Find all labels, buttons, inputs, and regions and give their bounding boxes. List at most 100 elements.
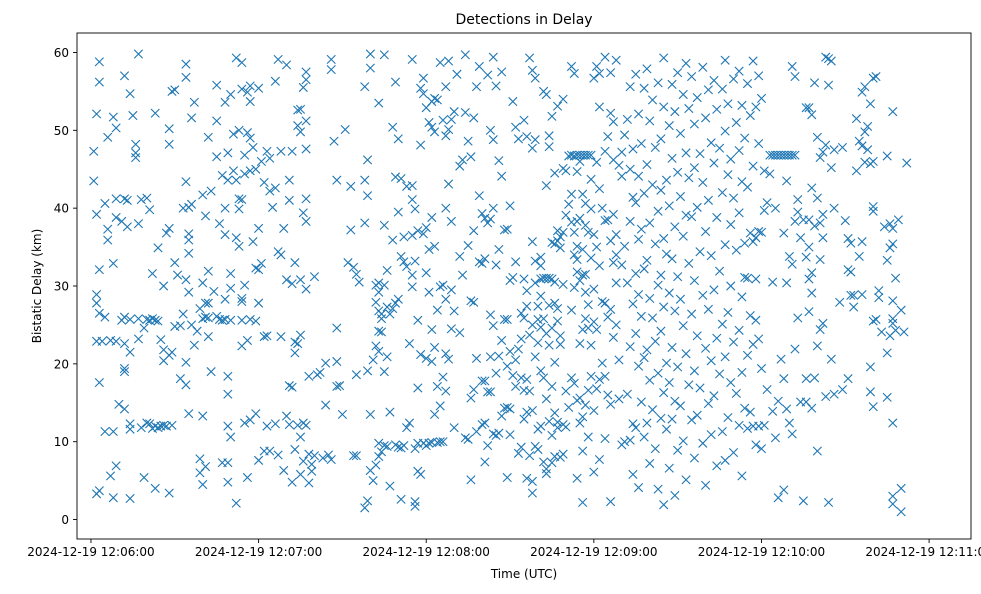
data-point — [181, 177, 191, 187]
data-point — [295, 127, 306, 137]
data-point — [295, 469, 306, 479]
data-point — [178, 309, 188, 319]
data-point — [499, 225, 510, 235]
data-point — [530, 135, 540, 145]
data-point — [742, 273, 753, 283]
data-point — [321, 358, 331, 368]
data-point — [452, 69, 462, 79]
data-point — [600, 371, 610, 381]
data-point — [435, 282, 445, 292]
data-point — [770, 433, 781, 443]
data-point — [603, 131, 613, 142]
data-point — [550, 357, 560, 367]
data-point — [304, 478, 314, 488]
data-point — [522, 407, 532, 417]
data-point — [801, 374, 811, 384]
data-point — [524, 53, 535, 63]
data-point — [837, 142, 848, 153]
data-point — [485, 387, 496, 397]
data-point — [287, 477, 297, 487]
data-point — [142, 193, 152, 203]
data-point — [600, 52, 610, 62]
data-point — [670, 107, 680, 117]
x-axis: 2024-12-19 12:06:00 2024-12-19 12:07:00 20… — [27, 539, 981, 559]
data-point — [625, 435, 635, 445]
data-point — [497, 335, 507, 346]
data-point — [689, 275, 700, 286]
data-point — [636, 311, 646, 321]
data-point — [284, 175, 294, 185]
data-point — [723, 412, 733, 423]
data-point — [709, 75, 719, 86]
data-point — [667, 414, 677, 424]
data-point — [410, 444, 420, 454]
data-point — [270, 183, 280, 193]
data-point — [376, 309, 387, 319]
data-point — [393, 134, 403, 144]
data-point — [578, 244, 588, 255]
data-point — [483, 70, 493, 80]
data-point — [667, 153, 677, 163]
data-point — [773, 493, 783, 503]
data-point — [659, 388, 669, 398]
data-point — [580, 400, 591, 410]
data-point — [552, 236, 563, 246]
data-point — [611, 320, 621, 330]
data-point — [698, 290, 708, 300]
data-point — [843, 374, 853, 384]
data-point — [664, 288, 674, 298]
data-point — [888, 107, 898, 117]
data-point — [896, 305, 906, 315]
data-point — [703, 85, 713, 95]
data-point — [304, 371, 314, 381]
data-point — [365, 409, 375, 420]
data-point — [633, 289, 644, 300]
data-point — [748, 161, 758, 171]
data-point — [242, 472, 253, 483]
data-point — [413, 315, 423, 325]
data-point — [226, 315, 236, 325]
data-point — [354, 277, 364, 287]
data-point — [438, 437, 448, 447]
data-point — [860, 127, 870, 137]
data-point — [846, 290, 856, 300]
data-point — [209, 286, 219, 297]
data-point — [203, 298, 213, 308]
data-point — [742, 350, 753, 360]
data-point — [544, 142, 554, 152]
data-point — [466, 296, 476, 306]
data-point — [234, 125, 244, 135]
data-point — [594, 102, 605, 112]
data-point — [734, 420, 744, 430]
data-point — [675, 128, 686, 139]
data-point — [164, 139, 174, 149]
data-point — [293, 420, 303, 430]
data-point — [863, 145, 873, 155]
data-point — [614, 355, 624, 365]
data-point — [463, 240, 473, 251]
data-point — [572, 254, 582, 265]
data-point — [231, 175, 241, 185]
data-point — [382, 441, 392, 451]
data-point — [661, 175, 672, 185]
data-point — [622, 114, 632, 124]
data-point — [497, 171, 507, 181]
data-point — [217, 315, 227, 325]
data-point — [628, 419, 638, 429]
data-point — [351, 269, 361, 279]
data-point — [212, 152, 222, 162]
data-point — [829, 203, 839, 213]
data-point — [251, 409, 261, 419]
data-point — [728, 337, 739, 347]
data-point — [189, 340, 199, 350]
data-point — [418, 73, 429, 83]
data-point — [108, 258, 118, 269]
data-point — [575, 418, 585, 428]
data-point — [449, 306, 459, 316]
data-point — [248, 142, 258, 153]
data-point — [779, 228, 789, 238]
data-point — [388, 303, 398, 314]
data-point — [759, 420, 769, 430]
data-point — [684, 173, 694, 183]
